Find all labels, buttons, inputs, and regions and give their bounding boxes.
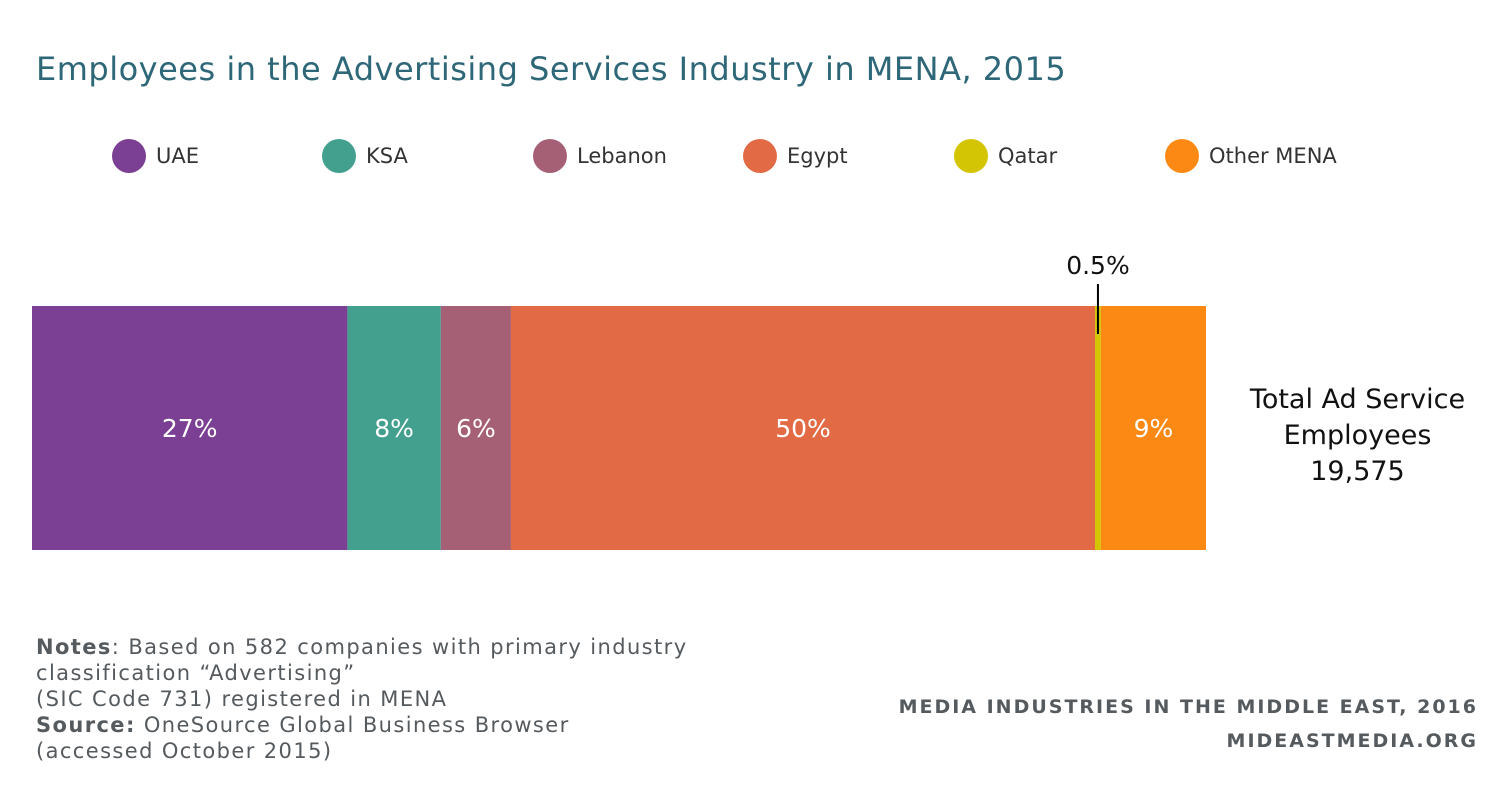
legend-item-other-mena: Other MENA xyxy=(1165,138,1337,174)
legend-swatch-lebanon xyxy=(533,139,567,173)
credit-website: MIDEASTMEDIA.ORG xyxy=(1226,730,1478,752)
data-label-qatar: 0.5% xyxy=(1066,251,1130,280)
source-line-1: Source: OneSource Global Business Browse… xyxy=(36,712,816,738)
legend-label-uae: UAE xyxy=(156,144,200,168)
bar-segment-qatar xyxy=(1095,306,1101,550)
total-label-line-2: Employees xyxy=(1283,420,1432,451)
legend-item-lebanon: Lebanon xyxy=(533,138,667,174)
legend-item-qatar: Qatar xyxy=(954,138,1057,174)
legend-swatch-other-mena xyxy=(1165,139,1199,173)
total-employees: Total Ad Service Employees 19,575 xyxy=(1225,382,1490,490)
chart-title: Employees in the Advertising Services In… xyxy=(36,50,1067,88)
data-label-lebanon: 6% xyxy=(456,414,496,443)
legend-item-egypt: Egypt xyxy=(743,138,848,174)
notes: Notes: Based on 582 companies with prima… xyxy=(36,634,816,764)
bar-segment-lebanon xyxy=(440,306,511,550)
data-label-egypt: 50% xyxy=(775,414,831,443)
data-label-uae: 27% xyxy=(162,414,218,443)
source-line-2: (accessed October 2015) xyxy=(36,739,333,763)
legend-label-egypt: Egypt xyxy=(787,144,848,168)
bar-segment-other-mena xyxy=(1100,306,1206,550)
credit-publication: MEDIA INDUSTRIES IN THE MIDDLE EAST, 201… xyxy=(898,696,1478,718)
legend-label-qatar: Qatar xyxy=(998,144,1058,168)
legend-swatch-qatar xyxy=(954,139,988,173)
legend-item-uae: UAE xyxy=(112,138,199,174)
notes-label: Notes xyxy=(36,635,112,659)
data-label-other-mena: 9% xyxy=(1134,414,1174,443)
source-label: Source: xyxy=(36,713,136,737)
bar-segment-uae xyxy=(32,306,348,550)
legend-label-ksa: KSA xyxy=(366,144,408,168)
bar-segment-ksa xyxy=(347,306,441,550)
legend-label-lebanon: Lebanon xyxy=(577,144,667,168)
legend-item-ksa: KSA xyxy=(322,138,408,174)
total-label-line-1: Total Ad Service xyxy=(1249,384,1466,415)
bar-segment-egypt xyxy=(510,306,1096,550)
total-value: 19,575 xyxy=(1310,456,1405,487)
notes-line-2: classification “Advertising” xyxy=(36,661,356,685)
notes-line-3: (SIC Code 731) registered in MENA xyxy=(36,687,448,711)
legend-label-other-mena: Other MENA xyxy=(1209,144,1337,168)
legend: UAE KSA Lebanon Egypt Qatar Other MENA xyxy=(0,0,1500,200)
data-label-ksa: 8% xyxy=(374,414,414,443)
legend-swatch-uae xyxy=(112,139,146,173)
legend-swatch-egypt xyxy=(743,139,777,173)
legend-swatch-ksa xyxy=(322,139,356,173)
source-text-1: OneSource Global Business Browser xyxy=(135,713,570,737)
notes-line-1: Notes: Based on 582 companies with prima… xyxy=(36,634,816,660)
notes-text-1: : Based on 582 companies with primary in… xyxy=(111,635,688,659)
